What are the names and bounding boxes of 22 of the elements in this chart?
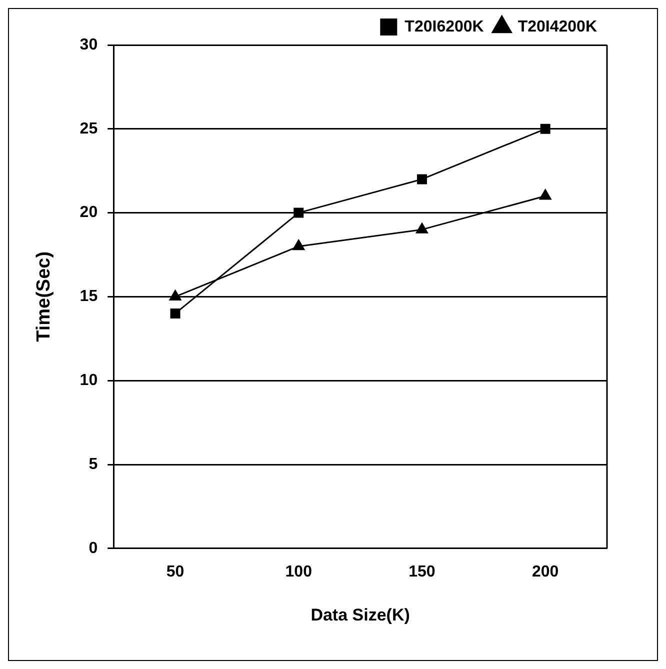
x-tick-label: 50 (166, 563, 184, 580)
point (292, 240, 305, 250)
legend-label: T20I4200K (518, 18, 598, 36)
y-tick-label: 30 (80, 36, 98, 54)
y-tick-label: 25 (80, 120, 98, 138)
x-tick-label: 100 (285, 563, 312, 580)
point (294, 208, 304, 218)
point (540, 124, 550, 134)
y-tick-label: 10 (80, 372, 98, 390)
x-axis-title: Data Size(K) (310, 605, 410, 624)
x-tick-label: 200 (532, 563, 559, 580)
y-tick-label: 20 (80, 204, 98, 222)
point (416, 222, 428, 234)
point (416, 174, 427, 184)
legend-label: T20I6200K (404, 18, 484, 36)
point (539, 189, 552, 200)
x-tick-label: 150 (408, 563, 436, 580)
y-axis-title: Time(Sec) (34, 251, 55, 342)
y-tick-label: 5 (88, 456, 98, 473)
y-tick-label: 15 (80, 288, 98, 306)
point (169, 290, 182, 300)
y-tick-label: 0 (88, 540, 98, 557)
